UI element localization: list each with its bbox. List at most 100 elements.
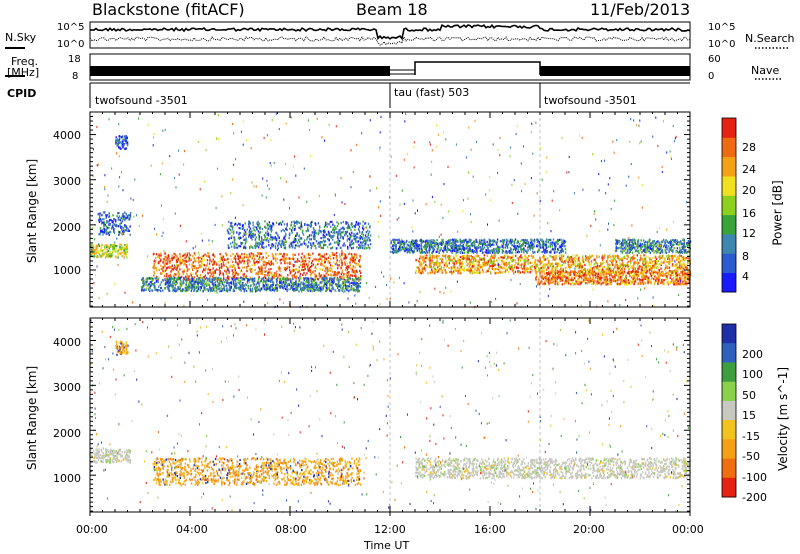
data-cell <box>511 266 513 269</box>
data-cell <box>291 231 293 234</box>
data-cell <box>353 255 356 258</box>
data-cell <box>125 136 127 139</box>
data-cell <box>163 261 165 264</box>
data-cell <box>151 282 153 285</box>
data-cell <box>354 237 357 240</box>
data-cell <box>121 225 123 228</box>
data-cell <box>261 243 263 246</box>
data-cell <box>315 286 317 290</box>
data-cell <box>649 260 651 263</box>
data-cell <box>183 270 185 273</box>
data-cell <box>685 274 687 277</box>
data-cell <box>523 267 525 270</box>
data-cell <box>332 274 335 277</box>
data-cell <box>633 261 635 264</box>
data-cell <box>101 229 103 232</box>
data-cell <box>150 284 152 287</box>
data-cell <box>279 285 281 288</box>
data-cell <box>633 254 635 257</box>
data-cell <box>128 217 131 220</box>
data-cell <box>593 266 595 269</box>
data-cell <box>304 287 307 290</box>
data-cell <box>618 266 620 270</box>
data-cell <box>328 223 330 226</box>
data-cell <box>492 256 494 259</box>
data-cell <box>357 263 359 266</box>
data-cell <box>557 283 559 286</box>
data-cell <box>104 256 107 259</box>
data-cell <box>265 289 268 292</box>
data-cell <box>304 277 307 280</box>
data-cell <box>345 232 348 235</box>
data-cell <box>546 263 548 266</box>
data-cell <box>310 285 313 288</box>
data-cell <box>620 263 622 266</box>
data-cell <box>144 288 147 291</box>
data-cell <box>441 258 444 261</box>
data-cell <box>685 266 687 269</box>
data-cell <box>201 282 203 285</box>
data-cell <box>535 275 538 278</box>
data-cell <box>461 256 463 259</box>
data-cell <box>616 263 618 266</box>
data-cell <box>421 266 423 269</box>
data-cell <box>306 223 308 226</box>
data-cell <box>272 245 274 248</box>
data-cell <box>328 232 330 235</box>
data-cell <box>357 277 359 280</box>
data-cell <box>266 287 268 290</box>
data-cell <box>319 286 321 289</box>
data-cell <box>332 253 334 256</box>
data-cell <box>117 218 120 221</box>
data-cell <box>426 265 428 268</box>
data-cell <box>608 274 611 277</box>
data-cell <box>483 264 485 267</box>
data-cell <box>222 262 225 265</box>
data-cell <box>325 253 328 256</box>
data-cell <box>325 278 327 282</box>
data-cell <box>318 260 320 263</box>
data-cell <box>266 230 269 233</box>
data-cell <box>265 256 268 259</box>
data-cell <box>109 230 112 233</box>
data-cell <box>494 263 497 266</box>
data-cell <box>115 256 117 259</box>
data-cell <box>146 284 148 287</box>
data-cell <box>143 283 145 286</box>
data-cell <box>676 256 678 259</box>
data-cell <box>324 244 326 247</box>
data-cell <box>662 254 664 257</box>
data-cell <box>671 264 673 268</box>
data-cell <box>228 220 230 223</box>
data-cell <box>524 255 526 258</box>
data-cell <box>289 262 291 265</box>
data-cell <box>184 252 186 255</box>
data-cell <box>349 276 351 279</box>
data-cell <box>249 227 251 230</box>
data-cell <box>219 253 221 256</box>
data-cell <box>306 246 309 249</box>
data-cell <box>252 235 254 238</box>
data-cell <box>218 273 221 276</box>
data-cell <box>445 257 447 260</box>
data-cell <box>105 251 107 254</box>
data-cell <box>498 265 500 268</box>
data-cell <box>681 265 683 268</box>
data-cell <box>205 267 207 270</box>
data-cell <box>288 232 291 235</box>
data-cell <box>95 246 97 249</box>
data-cell <box>298 234 300 237</box>
data-cell <box>435 269 437 272</box>
data-cell <box>181 289 183 292</box>
data-cell <box>249 232 251 235</box>
data-cell <box>259 280 262 283</box>
data-cell <box>649 265 651 268</box>
data-cell <box>247 280 249 283</box>
data-cell <box>572 254 574 257</box>
data-cell <box>233 244 235 247</box>
data-cell <box>336 278 338 281</box>
data-cell <box>253 277 256 280</box>
data-cell <box>249 289 252 292</box>
data-cell <box>338 230 340 234</box>
data-cell <box>238 233 240 236</box>
